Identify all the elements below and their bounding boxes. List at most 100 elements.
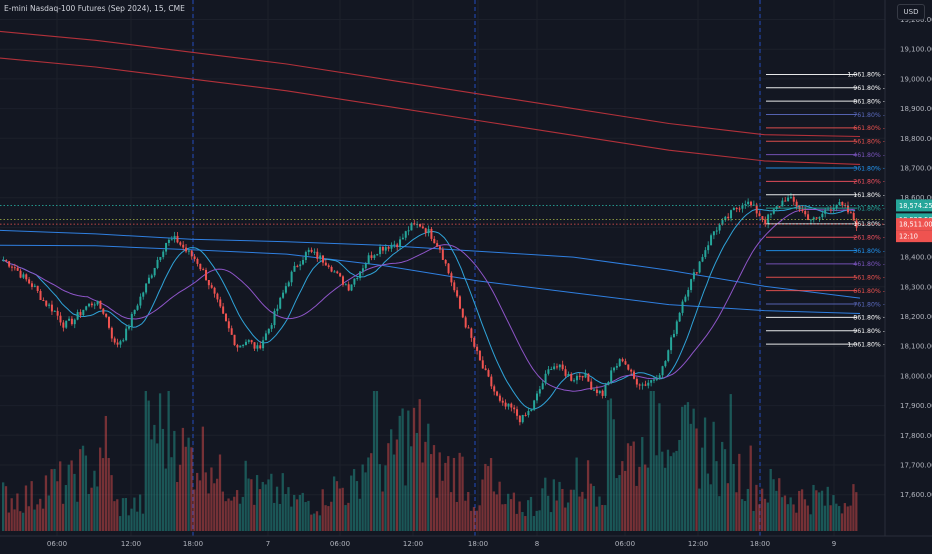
volume-bar [244, 460, 247, 531]
volume-bar [646, 467, 650, 531]
volume-bar [723, 449, 727, 531]
volume-bar [461, 456, 464, 531]
volume-bar [492, 491, 496, 531]
volume-bar [743, 501, 747, 531]
volume-bar [663, 467, 667, 531]
volume-bar [432, 445, 436, 531]
candle-body [652, 379, 655, 381]
candle-body [88, 303, 91, 307]
candle-body [670, 337, 673, 351]
candle-body [173, 235, 176, 240]
volume-bar [846, 506, 849, 531]
candle-body [715, 230, 718, 232]
volume-bar [407, 410, 410, 531]
volume-bar [718, 496, 721, 531]
volume-bar [549, 512, 553, 531]
candle-body [578, 375, 581, 377]
volume-bar [398, 415, 401, 531]
volume-bar [170, 457, 173, 531]
volume-bar [641, 437, 644, 531]
volume-bar [595, 506, 598, 531]
volume-bar [703, 417, 707, 531]
candle-body [59, 315, 62, 323]
volume-bar [147, 400, 150, 531]
fib-level-label: 561.80% - [853, 139, 885, 146]
volume-bar [204, 472, 207, 531]
candle-body [147, 277, 150, 284]
volume-bar [626, 443, 630, 531]
x-tick-label: 06:00 [330, 540, 350, 548]
candle-body [838, 201, 841, 205]
price-label-box [896, 199, 932, 212]
volume-bar [598, 496, 601, 531]
volume-bar [293, 494, 296, 531]
candle-body [404, 231, 407, 238]
candle-body [678, 312, 681, 322]
volume-bar [224, 501, 227, 531]
candle-body [133, 309, 136, 314]
volume-bar [21, 512, 25, 531]
volume-bar [313, 513, 316, 531]
volume-bar [806, 505, 809, 531]
session-separators [192, 0, 761, 536]
candle-body [193, 256, 196, 259]
candle-body [216, 293, 219, 300]
currency-button[interactable]: USD [897, 4, 925, 20]
candle-body [145, 283, 148, 293]
candle-body [347, 284, 350, 291]
candle-body [769, 213, 772, 215]
candle-body [2, 260, 5, 262]
volume-bar [387, 443, 390, 531]
candle-body [478, 350, 481, 361]
candle-body [436, 243, 439, 247]
fib-level-label: 361.80% - [853, 248, 885, 255]
candle-body [370, 255, 373, 258]
candle-body [450, 273, 453, 283]
volume-bar [472, 507, 476, 531]
candle-body [210, 285, 213, 288]
candle-body [712, 231, 715, 236]
volume-bar [507, 493, 510, 531]
candle-body [162, 251, 165, 258]
volume-bar [498, 481, 501, 531]
fib-level-label: 661.80% - [853, 125, 885, 132]
fibonacci-extension[interactable]: 1,061.80% - 961.80% - 861.80% - 761.80% - 66… [766, 72, 885, 349]
candle-body [727, 216, 730, 219]
candle-body [233, 334, 236, 346]
volume-bar [430, 454, 433, 531]
volume-bar [10, 498, 13, 531]
candle-body [341, 276, 344, 285]
candle-body [847, 205, 850, 213]
volume-bar [649, 391, 652, 531]
candle-body [153, 267, 156, 276]
volume-bar [515, 513, 518, 531]
candle-body [595, 389, 598, 393]
volume-bar [789, 497, 792, 531]
volume-bar [438, 452, 441, 531]
volume-bar [81, 445, 85, 531]
volume-bar [635, 485, 638, 531]
volume-bar [521, 512, 524, 531]
candle-body [156, 259, 159, 268]
volume-bar [375, 391, 379, 531]
candle-body [279, 297, 282, 309]
volume-bar [849, 505, 852, 531]
fib-level-label: 761.80% - [853, 301, 885, 308]
volume-bar [138, 494, 142, 531]
volume-bar [370, 453, 373, 531]
candle-body [487, 370, 490, 377]
volume-bar [90, 487, 93, 531]
candle-body [122, 340, 125, 342]
volume-bar [495, 494, 498, 531]
volume-bar [852, 484, 855, 531]
candle-body [230, 328, 233, 335]
volume-bar [358, 498, 361, 531]
volume-bar [820, 490, 824, 531]
volume-bar [672, 452, 675, 531]
volume-bar [669, 456, 672, 531]
candle-body [62, 322, 65, 328]
volume-bar [681, 406, 684, 531]
volume-bar [818, 492, 821, 531]
